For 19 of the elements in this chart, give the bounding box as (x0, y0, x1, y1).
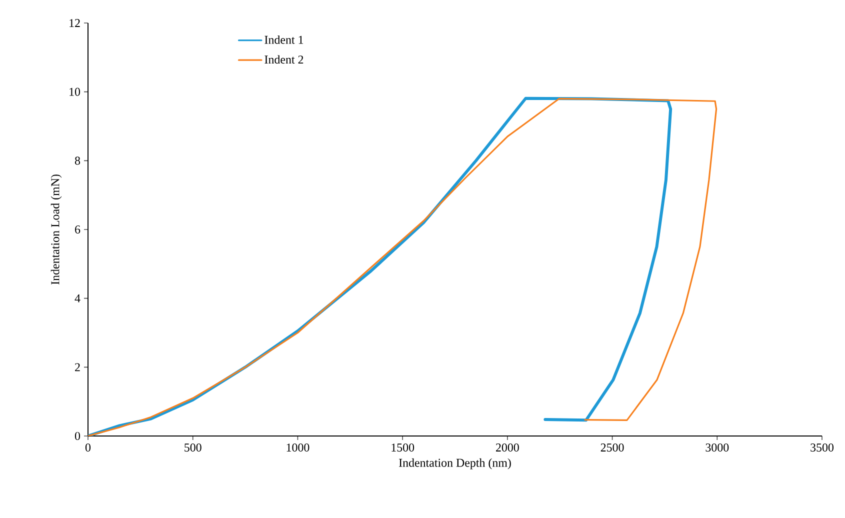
legend-label: Indent 1 (264, 35, 304, 44)
x-tick-label: 2000 (496, 444, 519, 452)
y-tick-label: 0 (74, 432, 80, 440)
y-tick-label: 4 (74, 294, 80, 302)
x-tick-label: 1500 (392, 444, 414, 452)
y-tick-label: 2 (75, 363, 80, 372)
x-tick-label: 3500 (810, 444, 834, 452)
y-tick-label: 10 (70, 88, 80, 96)
x-tick-label: 0 (85, 444, 91, 452)
x-tick-label: 2500 (600, 444, 624, 452)
legend-label: Indent 2 (264, 55, 304, 64)
x-axis-title: Indentation Depth (nm) (399, 458, 511, 470)
y-tick-label: 12 (70, 19, 80, 27)
y-axis-title: Indentation Load (mN) (50, 174, 62, 285)
y-tick-label: 8 (74, 156, 80, 165)
x-tick-label: 3000 (706, 444, 729, 452)
y-tick-label: 6 (75, 225, 80, 234)
x-tick-label: 1000 (286, 444, 310, 452)
x-tick-label: 500 (184, 444, 202, 452)
